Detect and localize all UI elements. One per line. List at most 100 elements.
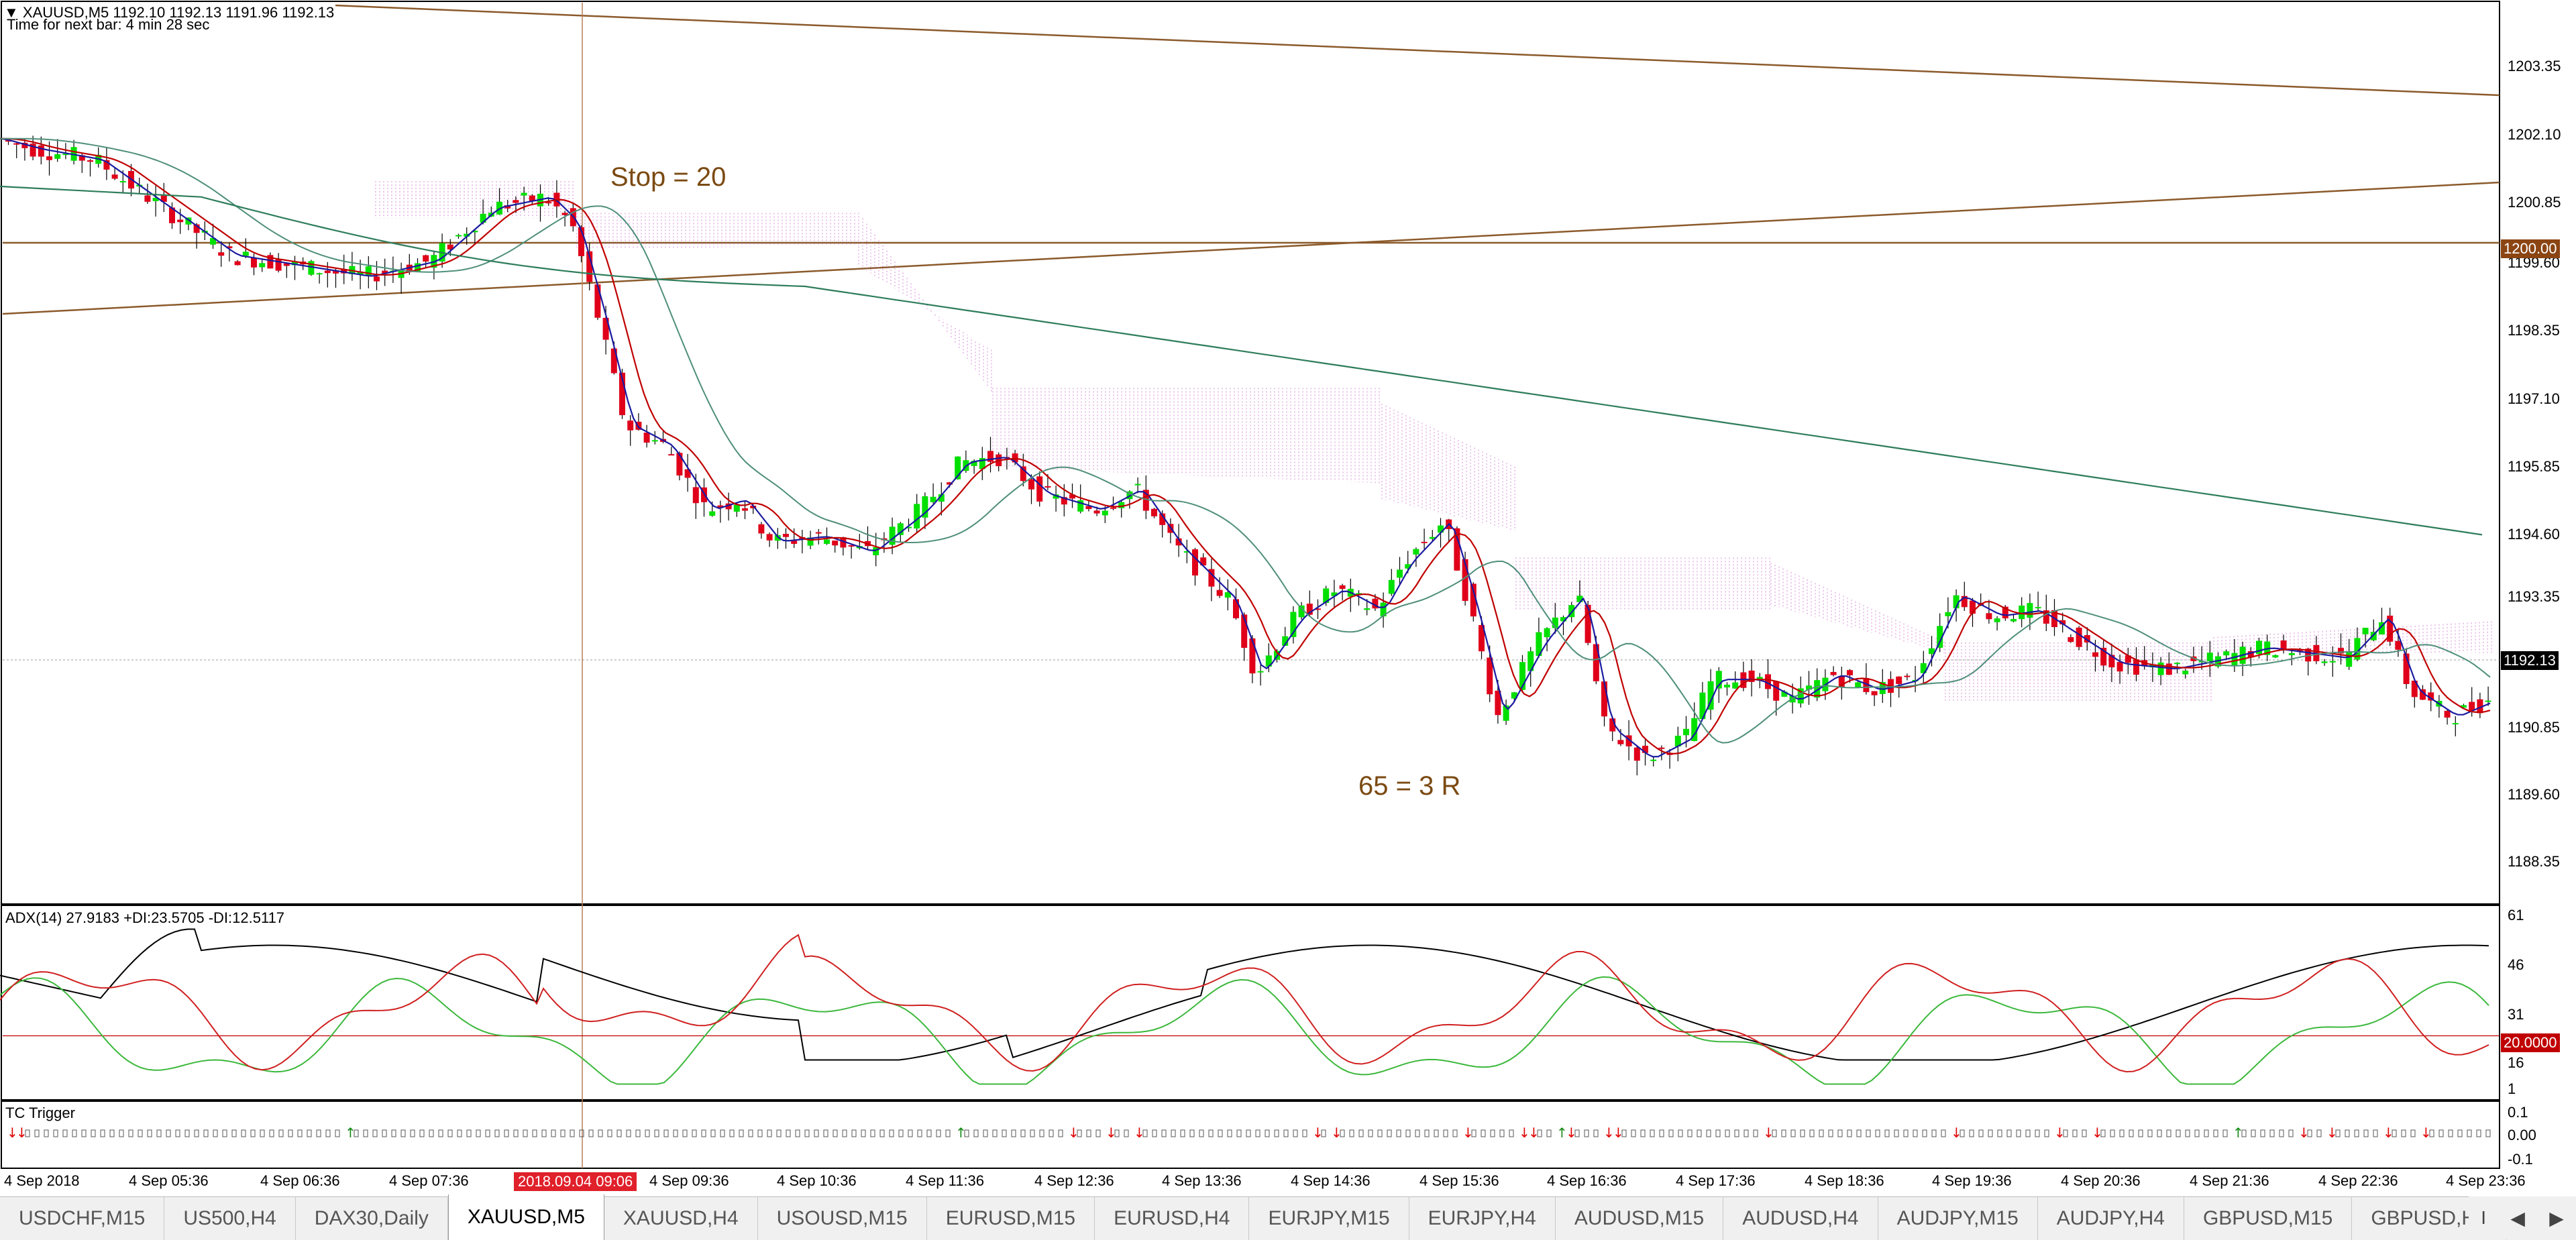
tc-neutral-marker — [269, 1129, 274, 1137]
tc-neutral-marker — [823, 1129, 828, 1137]
bull-candle — [2035, 607, 2041, 609]
main-pane-frame — [1, 1, 2500, 905]
bull-candle — [979, 458, 985, 469]
chart-tab[interactable]: XAUUSD,H4 — [604, 1197, 758, 1240]
chart-tab[interactable]: DAX30,Daily — [296, 1197, 448, 1240]
bear-candle — [374, 276, 380, 282]
chart-tab[interactable]: EURUSD,H4 — [1095, 1197, 1250, 1240]
bull-candle — [733, 504, 740, 512]
tc-trigger-label: TC Trigger — [5, 1105, 75, 1121]
bull-candle — [1920, 663, 1927, 673]
bear-candle — [251, 258, 257, 268]
chart-tab[interactable]: AUDJPY,H4 — [2038, 1197, 2184, 1240]
time-axis-label: 4 Sep 10:36 — [777, 1172, 857, 1189]
tc-neutral-marker — [1819, 1129, 1824, 1137]
bear-candle — [1479, 625, 1485, 652]
bull-candle — [2379, 622, 2385, 635]
bear-candle — [2116, 662, 2123, 672]
tc-axis-label: -0.1 — [2508, 1151, 2533, 1168]
bear-candle — [382, 270, 388, 274]
chart-tab[interactable]: AUDJPY,M15 — [1878, 1197, 2038, 1240]
bull-candle — [1560, 617, 1566, 622]
tc-neutral-marker — [1481, 1129, 1486, 1137]
collapse-triangle-icon[interactable]: ▼ — [4, 4, 19, 21]
bull-candle — [651, 440, 658, 442]
bear-candle — [643, 433, 650, 443]
chart-tab[interactable]: AUDUSD,H4 — [1723, 1197, 1878, 1240]
bear-candle — [1961, 596, 1968, 608]
bull-candle — [2485, 700, 2491, 702]
tc-neutral-marker — [626, 1129, 631, 1137]
bull-candle — [906, 526, 912, 528]
tc-neutral-marker — [25, 1129, 30, 1137]
chart-tab[interactable]: USDCHF,M15 — [0, 1197, 165, 1240]
tc-sell-arrow: ↓ — [1519, 1125, 1530, 1141]
bear-candle — [21, 142, 28, 148]
bull-candle — [2206, 653, 2213, 662]
bear-candle — [2395, 640, 2402, 650]
bull-candle — [1953, 595, 1960, 609]
price-axis-label: 1188.35 — [2508, 853, 2560, 870]
tc-neutral-marker — [1471, 1129, 1477, 1137]
tc-neutral-marker — [879, 1129, 885, 1137]
tc-neutral-marker — [532, 1129, 537, 1137]
tc-neutral-marker — [1039, 1129, 1044, 1137]
bull-candle — [455, 235, 462, 237]
tc-neutral-marker — [1621, 1129, 1627, 1137]
bear-candle — [2297, 649, 2303, 651]
chart-tab[interactable]: GBPUSD,H4 — [2352, 1197, 2507, 1240]
tc-neutral-marker — [419, 1129, 425, 1137]
bear-candle — [2165, 663, 2172, 675]
tc-neutral-marker — [2185, 1129, 2190, 1137]
tc-neutral-marker — [2016, 1129, 2021, 1137]
bear-candle — [791, 541, 798, 544]
chart-tab[interactable]: EURJPY,H4 — [1409, 1197, 1556, 1240]
chart-tab[interactable]: EURUSD,M15 — [927, 1197, 1095, 1240]
tc-neutral-marker — [1537, 1129, 1542, 1137]
chart-tab[interactable]: USOUSD,M15 — [758, 1197, 927, 1240]
bull-candle — [1544, 628, 1550, 638]
bull-candle — [464, 233, 470, 237]
tc-neutral-marker — [2438, 1129, 2444, 1137]
bear-candle — [783, 534, 789, 537]
bear-candle — [1847, 670, 1853, 675]
chart-tab[interactable]: EURJPY,M15 — [1249, 1197, 1409, 1240]
tc-neutral-marker — [1941, 1129, 1946, 1137]
bear-candle — [668, 454, 675, 456]
bull-candle — [1994, 618, 2000, 622]
bear-candle — [1192, 549, 1198, 576]
tc-neutral-marker — [1405, 1129, 1411, 1137]
bear-candle — [529, 195, 535, 201]
tc-neutral-marker — [2222, 1129, 2228, 1137]
bear-candle — [1625, 735, 1632, 746]
bull-candle — [1650, 759, 1657, 761]
bull-candle — [2362, 628, 2369, 634]
tc-neutral-marker — [851, 1129, 857, 1137]
tc-neutral-marker — [1743, 1129, 1749, 1137]
chart-canvas[interactable]: ↓↓ ↑ ↑ ↓ ↓ ↓ ↓ ↓ ↓ ↓↓ ↑↓ ↓↓ ↓ ↓ ↓ ↓ ↑ ↓ ↓ ↓ ↓ — [0, 0, 2576, 1196]
chart-tab[interactable]: US500,H4 — [164, 1197, 296, 1240]
scroll-more-icon[interactable]: I — [2481, 1207, 2486, 1228]
bear-candle — [2420, 689, 2426, 700]
tc-neutral-marker — [1546, 1129, 1552, 1137]
bear-candle — [586, 251, 593, 282]
price-axis-label: 1193.35 — [2508, 588, 2560, 605]
tc-neutral-marker — [2457, 1129, 2463, 1137]
tc-neutral-marker — [748, 1129, 753, 1137]
price-level-flag: 1200.00 — [2501, 239, 2560, 258]
chart-tab[interactable]: GBPUSD,M15 — [2184, 1197, 2353, 1240]
chart-tab[interactable]: XAUUSD,M5 — [447, 1194, 604, 1240]
tc-neutral-marker — [861, 1129, 866, 1137]
bear-candle — [1617, 740, 1624, 744]
tc-sell-arrow: ↓ — [2298, 1125, 2310, 1141]
bear-candle — [234, 261, 241, 266]
bear-candle — [2100, 647, 2107, 666]
tc-neutral-marker — [1246, 1129, 1251, 1137]
bear-candle — [1036, 476, 1043, 502]
chart-tab[interactable]: AUDUSD,M15 — [1556, 1197, 1724, 1240]
bear-candle — [832, 541, 839, 546]
bull-candle — [2272, 655, 2279, 658]
bull-candle — [292, 261, 298, 266]
scroll-left-icon[interactable]: ◀ — [2510, 1207, 2525, 1229]
scroll-right-icon[interactable]: ▶ — [2549, 1207, 2564, 1229]
